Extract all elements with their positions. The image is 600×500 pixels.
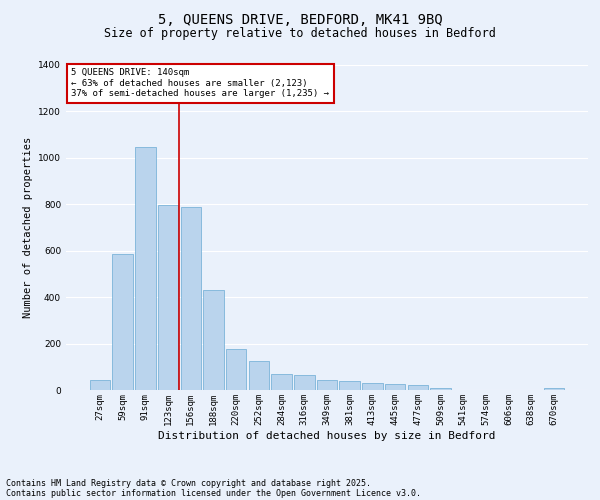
Bar [317, 380, 337, 390]
Bar [226, 350, 247, 390]
Text: 5 QUEENS DRIVE: 140sqm
← 63% of detached houses are smaller (2,123)
37% of semi-: 5 QUEENS DRIVE: 140sqm ← 63% of detached… [71, 68, 329, 98]
Bar [181, 206, 201, 390]
Text: Contains HM Land Registry data © Crown copyright and database right 2025.: Contains HM Land Registry data © Crown c… [6, 478, 371, 488]
Bar [385, 384, 406, 390]
Bar [294, 375, 314, 390]
Bar [362, 383, 383, 390]
Bar [340, 380, 360, 390]
Bar [203, 290, 224, 390]
Bar [544, 388, 564, 390]
Bar [135, 148, 155, 390]
X-axis label: Distribution of detached houses by size in Bedford: Distribution of detached houses by size … [158, 430, 496, 440]
Text: 5, QUEENS DRIVE, BEDFORD, MK41 9BQ: 5, QUEENS DRIVE, BEDFORD, MK41 9BQ [158, 12, 442, 26]
Y-axis label: Number of detached properties: Number of detached properties [23, 137, 32, 318]
Bar [158, 206, 178, 390]
Bar [407, 386, 428, 390]
Bar [430, 388, 451, 390]
Bar [271, 374, 292, 390]
Bar [248, 361, 269, 390]
Text: Contains public sector information licensed under the Open Government Licence v3: Contains public sector information licen… [6, 488, 421, 498]
Bar [90, 380, 110, 390]
Bar [112, 254, 133, 390]
Text: Size of property relative to detached houses in Bedford: Size of property relative to detached ho… [104, 28, 496, 40]
